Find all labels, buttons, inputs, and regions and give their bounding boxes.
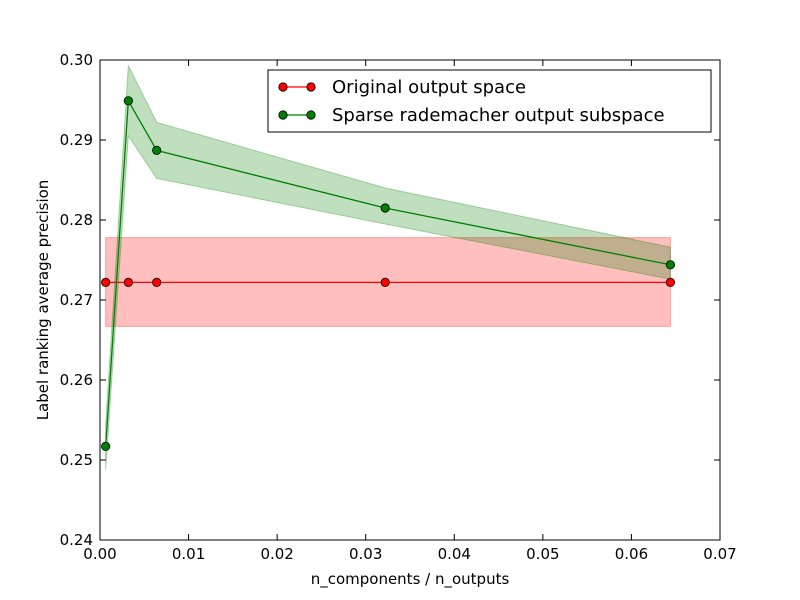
marker-series-1-point-0 — [101, 441, 111, 451]
y-tick-label: 0.28 — [60, 211, 93, 229]
marker-series-0-point-4 — [665, 277, 676, 287]
legend-marker-0 — [306, 82, 316, 92]
marker-series-0-point-2 — [152, 277, 162, 287]
marker-series-1-point-4 — [665, 260, 676, 270]
y-tick-label: 0.26 — [60, 371, 93, 389]
y-tick-label: 0.30 — [60, 51, 93, 69]
marker-series-1-point-2 — [152, 145, 162, 155]
legend-label-1: Sparse rademacher output subspace — [332, 105, 665, 126]
x-tick-label: 0.03 — [349, 545, 382, 563]
x-tick-label: 0.04 — [438, 545, 471, 563]
y-axis-label: Label ranking average precision — [34, 180, 52, 421]
legend: Original output space Sparse rademacher o… — [267, 69, 712, 133]
marker-series-1-point-1 — [123, 96, 133, 106]
legend-marker-1 — [306, 110, 316, 120]
marker-series-1-point-3 — [380, 203, 390, 213]
marker-series-0-point-1 — [123, 277, 133, 287]
x-tick-label: 0.07 — [703, 545, 736, 563]
legend-marker-0 — [278, 82, 288, 92]
y-tick-label: 0.24 — [60, 531, 93, 549]
y-tick-label: 0.25 — [60, 451, 93, 469]
x-axis-label: n_components / n_outputs — [311, 570, 510, 589]
plot-frame — [99, 59, 721, 541]
legend-label-0: Original output space — [332, 77, 526, 98]
marker-series-0-point-3 — [380, 277, 390, 287]
y-tick-label: 0.29 — [60, 131, 93, 149]
legend-box — [267, 69, 712, 133]
x-tick-label: 0.00 — [83, 545, 116, 563]
legend-marker-1 — [278, 110, 288, 120]
x-tick-label: 0.01 — [172, 545, 205, 563]
legend-entries: Original output space Sparse rademacher o… — [278, 77, 665, 126]
x-tick-label: 0.06 — [615, 545, 648, 563]
axis-ticks: 0.00 0.01 0.02 0.03 0.04 0.05 0.06 0.07 0.24 0.25… — [60, 51, 737, 563]
x-tick-label: 0.02 — [260, 545, 293, 563]
series-markers — [101, 96, 676, 451]
marker-series-0-point-0 — [101, 277, 111, 287]
x-tick-label: 0.05 — [526, 545, 559, 563]
y-tick-label: 0.27 — [60, 291, 93, 309]
